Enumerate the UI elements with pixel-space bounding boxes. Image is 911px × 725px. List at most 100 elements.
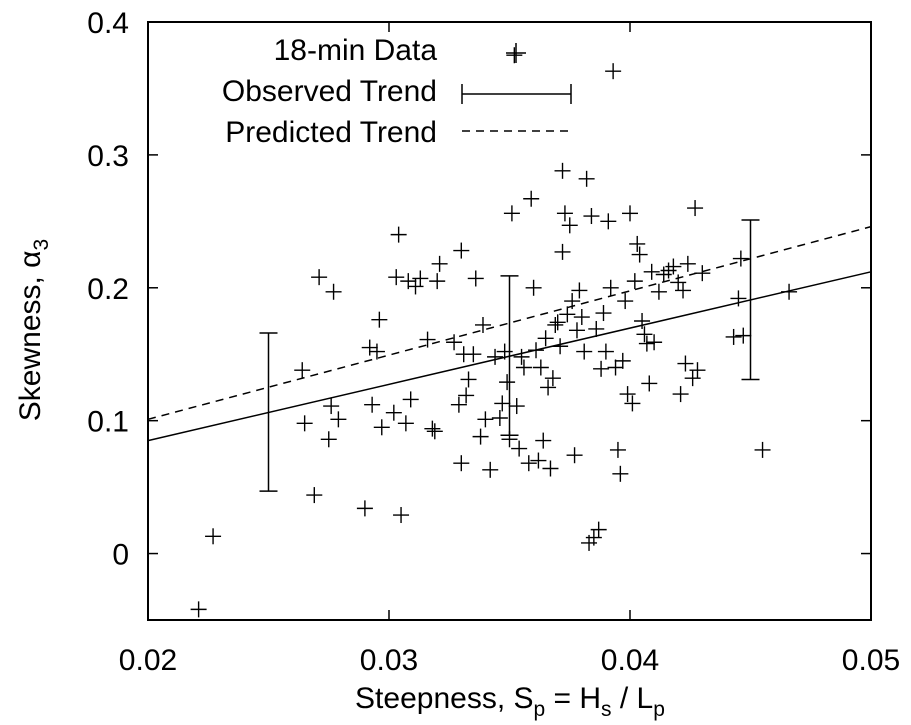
data-point — [687, 200, 704, 217]
scatter-markers — [190, 47, 798, 618]
data-point — [571, 282, 588, 299]
data-point — [590, 521, 607, 538]
data-point — [506, 47, 523, 64]
data-point — [477, 411, 494, 428]
data-point — [732, 250, 749, 267]
data-point — [388, 269, 405, 286]
data-point — [535, 432, 552, 449]
data-point — [679, 255, 696, 272]
legend: 18-min Data Observed Trend Predicted Tre… — [222, 34, 572, 149]
data-point — [626, 273, 643, 290]
data-point — [385, 404, 402, 421]
data-point — [542, 460, 559, 477]
data-point — [646, 334, 663, 351]
x-axis-title: Steepness, Sp = Hs / Lp — [355, 682, 665, 721]
data-point — [559, 306, 576, 323]
predicted-trend-line — [147, 225, 872, 421]
y-tick-label: 0.4 — [87, 7, 129, 40]
data-point — [402, 391, 419, 408]
error-bar — [259, 332, 278, 492]
data-point — [511, 440, 528, 457]
data-point — [368, 343, 385, 360]
data-point — [605, 63, 622, 80]
data-point — [650, 283, 667, 300]
data-point — [593, 360, 610, 377]
data-point — [631, 246, 648, 263]
data-point — [508, 398, 525, 415]
data-point — [453, 455, 470, 472]
data-point — [532, 359, 549, 376]
data-point — [754, 441, 771, 458]
data-point — [453, 242, 470, 259]
data-point — [458, 387, 475, 404]
data-point — [568, 322, 585, 339]
data-point — [472, 428, 489, 445]
data-point — [573, 309, 590, 326]
x-tick-label: 0.03 — [360, 644, 418, 677]
data-point — [320, 431, 337, 448]
data-point — [643, 263, 660, 280]
data-point — [371, 311, 388, 328]
data-point — [294, 362, 311, 379]
data-point — [609, 441, 626, 458]
data-point — [576, 343, 593, 360]
error-bar — [500, 275, 519, 437]
data-point — [520, 455, 537, 472]
data-point — [460, 371, 477, 388]
legend-label-observed: Observed Trend — [222, 75, 437, 108]
data-point — [323, 398, 340, 415]
data-point — [641, 375, 658, 392]
data-point — [494, 395, 511, 412]
data-point — [619, 386, 636, 403]
legend-marker-plus — [506, 43, 526, 63]
data-point — [325, 283, 342, 300]
data-point — [629, 235, 646, 252]
data-point — [525, 279, 542, 296]
data-point — [638, 335, 655, 352]
data-point — [561, 217, 578, 234]
x-tick-label: 0.04 — [601, 644, 659, 677]
data-point — [390, 226, 407, 243]
y-tick-label: 0 — [112, 539, 129, 572]
error-bar — [741, 219, 760, 381]
data-point — [530, 452, 547, 469]
data-point — [482, 461, 499, 478]
y-axis-title: Skewness, α3 — [14, 239, 53, 421]
data-point — [554, 243, 571, 260]
data-point — [330, 411, 347, 428]
data-point — [499, 374, 516, 391]
trend-lines — [147, 219, 872, 492]
data-point — [296, 415, 313, 432]
data-point — [544, 370, 561, 387]
data-point — [491, 410, 508, 427]
data-point — [554, 162, 571, 179]
data-point — [595, 305, 612, 322]
data-point — [617, 293, 634, 310]
data-point — [670, 274, 687, 291]
data-point — [311, 269, 328, 286]
data-point — [513, 348, 530, 365]
data-point — [487, 348, 504, 365]
data-point — [426, 423, 443, 440]
data-point — [556, 205, 573, 222]
data-point — [602, 279, 619, 296]
data-point — [537, 330, 554, 347]
data-point — [515, 359, 532, 376]
data-point — [566, 447, 583, 464]
data-point — [660, 262, 677, 279]
data-point — [636, 326, 653, 343]
data-point — [474, 316, 491, 333]
data-point — [419, 331, 436, 348]
data-point — [431, 255, 448, 272]
data-point — [665, 258, 682, 275]
data-point — [523, 190, 540, 207]
data-point — [549, 314, 566, 331]
data-point — [597, 343, 614, 360]
data-point — [607, 359, 624, 376]
data-point — [503, 205, 520, 222]
data-point — [624, 395, 641, 412]
data-point — [373, 419, 390, 436]
data-point — [675, 282, 692, 299]
data-point — [684, 370, 701, 387]
x-tick-label: 0.02 — [119, 644, 177, 677]
